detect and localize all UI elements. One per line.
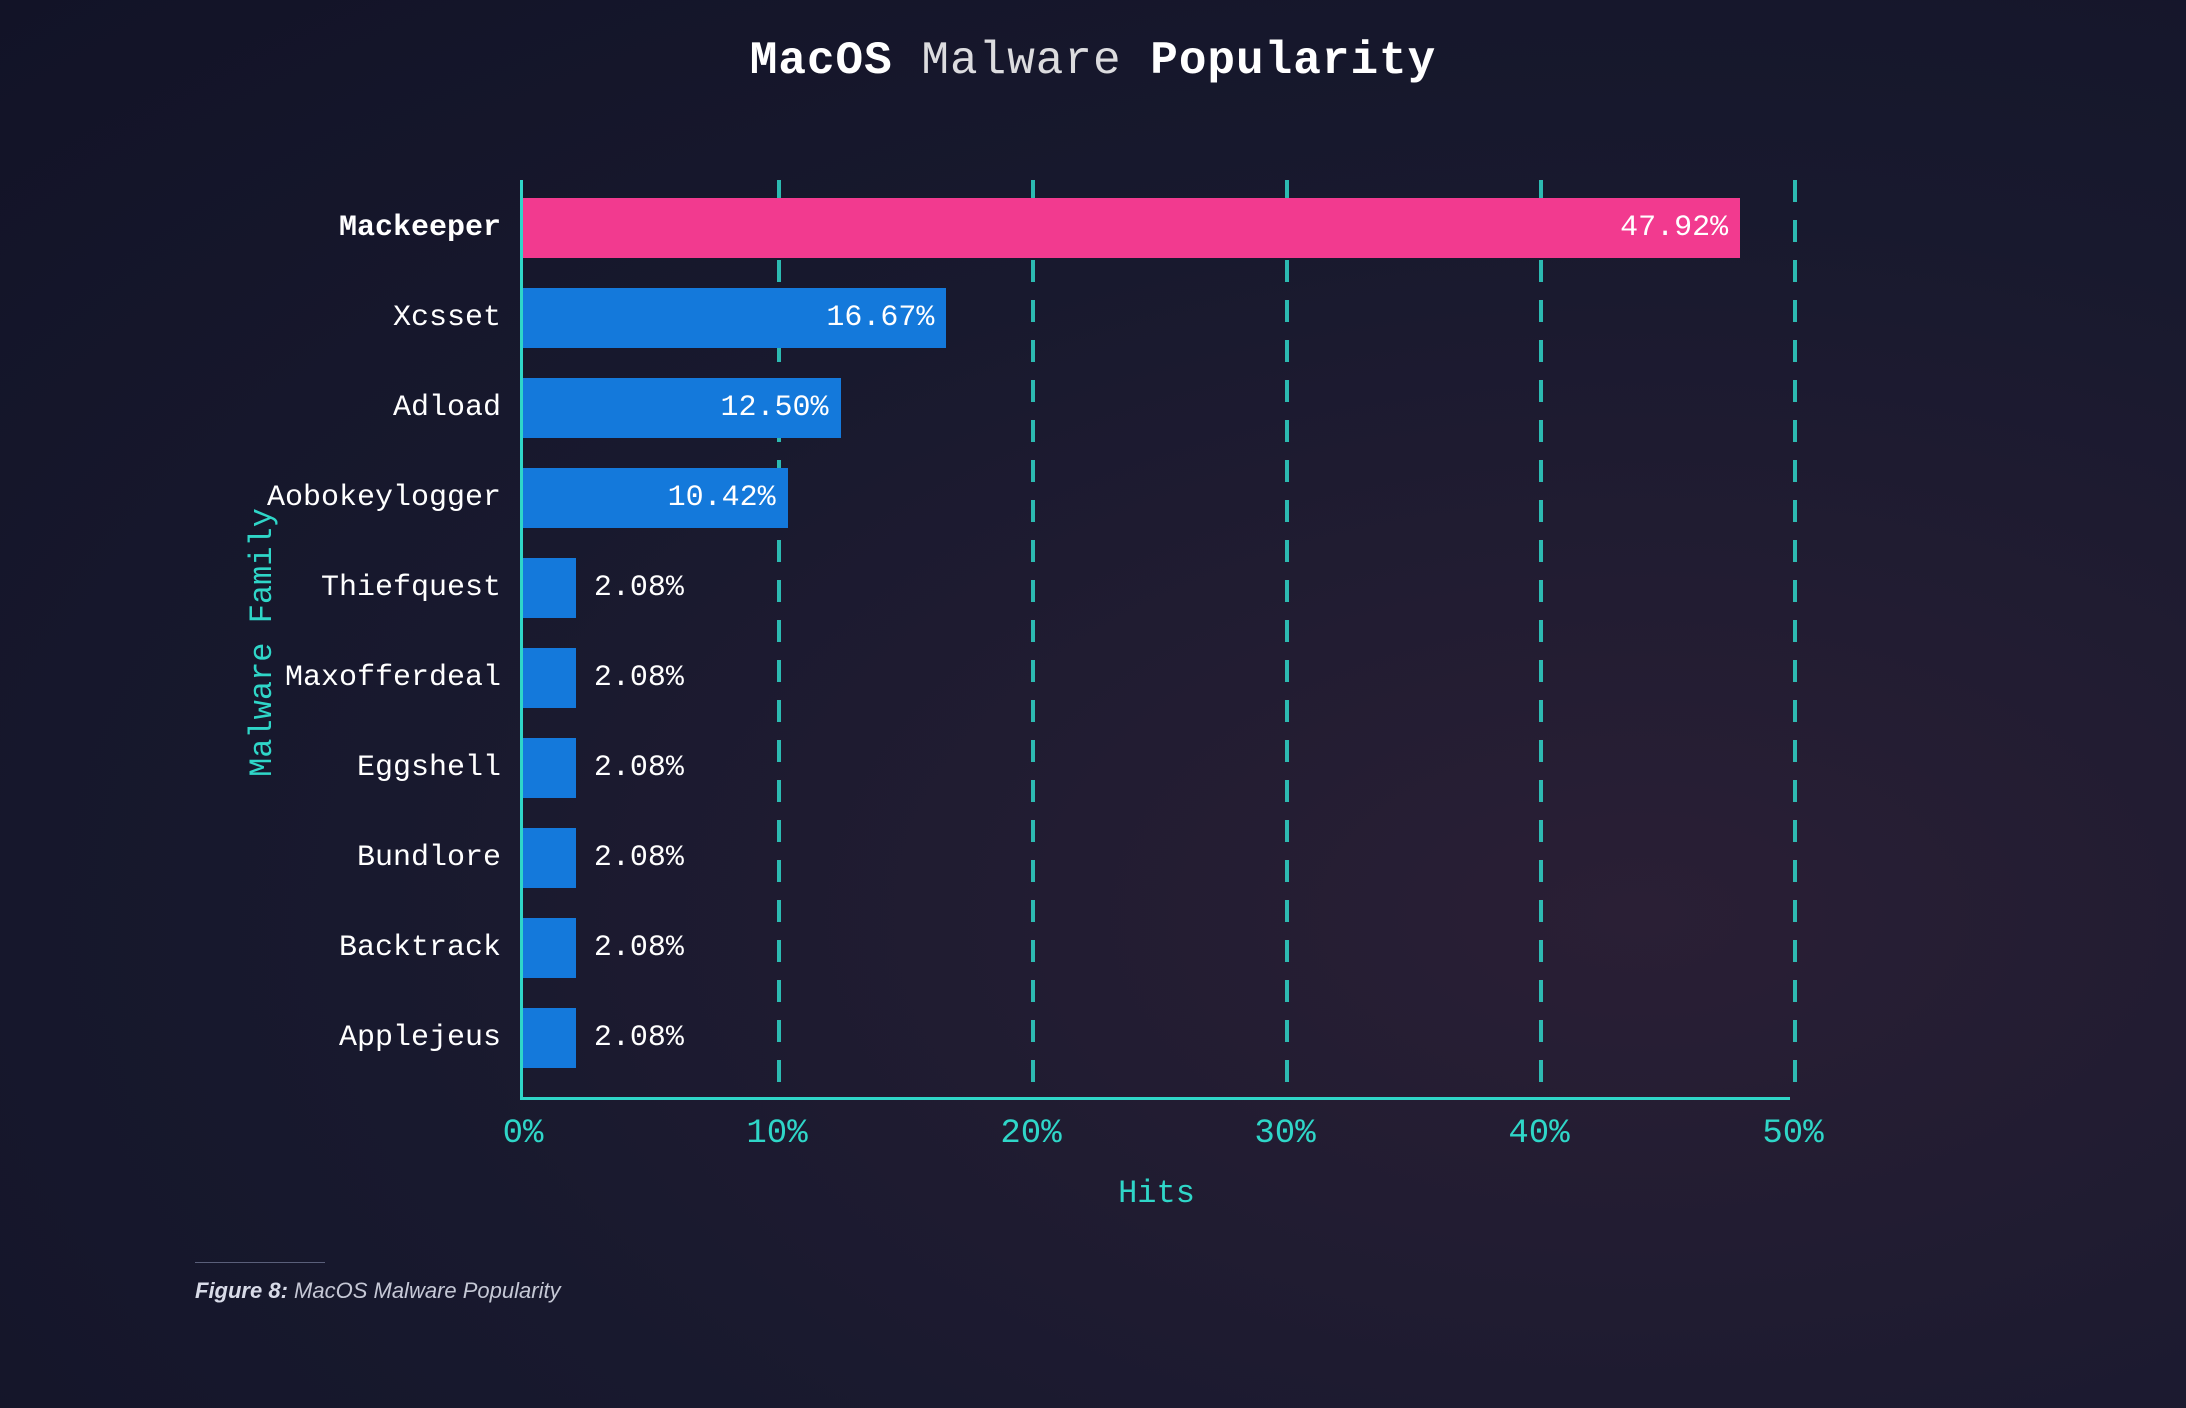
bar-value-label: 47.92% <box>1620 211 1728 245</box>
bar-value-label: 16.67% <box>826 301 934 335</box>
bar <box>523 738 576 798</box>
category-label: Backtrack <box>339 931 501 965</box>
bar <box>523 648 576 708</box>
chart-title: MacOS Malware Popularity <box>0 35 2186 87</box>
caption-rule <box>195 1262 325 1263</box>
bar-value-label: 2.08% <box>594 931 684 965</box>
bar-chart: 0%10%20%30%40%50%HitsMalware Family47.92… <box>520 180 1790 1100</box>
bar <box>523 918 576 978</box>
gridline <box>1793 180 1797 1097</box>
bar-row: 2.08%Maxofferdeal <box>523 648 684 708</box>
category-label: Applejeus <box>339 1021 501 1055</box>
bar-value-label: 2.08% <box>594 1021 684 1055</box>
bar-row: 47.92%Mackeeper <box>523 198 1740 258</box>
bar-row: 2.08%Thiefquest <box>523 558 684 618</box>
bar-row: 16.67%Xcsset <box>523 288 946 348</box>
bar-row: 10.42%Aobokeylogger <box>523 468 788 528</box>
bar: 12.50% <box>523 378 841 438</box>
x-tick-label: 10% <box>746 1115 807 1153</box>
bar-value-label: 2.08% <box>594 661 684 695</box>
category-label: Xcsset <box>393 301 501 335</box>
x-tick-label: 40% <box>1508 1115 1569 1153</box>
plot-area: 0%10%20%30%40%50%HitsMalware Family47.92… <box>520 180 1790 1100</box>
title-part-2: Malware <box>921 35 1121 87</box>
bar-row: 2.08%Backtrack <box>523 918 684 978</box>
category-label: Aobokeylogger <box>267 481 501 515</box>
bar-value-label: 10.42% <box>668 481 776 515</box>
figure-text: MacOS Malware Popularity <box>294 1278 561 1303</box>
title-part-3: Popularity <box>1150 35 1436 87</box>
x-tick-label: 50% <box>1762 1115 1823 1153</box>
bar-value-label: 2.08% <box>594 751 684 785</box>
bar: 47.92% <box>523 198 1740 258</box>
category-label: Maxofferdeal <box>285 661 501 695</box>
category-label: Thiefquest <box>321 571 501 605</box>
bar-value-label: 2.08% <box>594 841 684 875</box>
bar <box>523 558 576 618</box>
category-label: Bundlore <box>357 841 501 875</box>
gridline <box>1285 180 1289 1097</box>
gridline <box>1031 180 1035 1097</box>
figure-caption: Figure 8: MacOS Malware Popularity <box>195 1278 561 1304</box>
y-axis-title: Malware Family <box>244 508 281 777</box>
bar <box>523 828 576 888</box>
bar: 10.42% <box>523 468 788 528</box>
title-part-1: MacOS <box>750 35 893 87</box>
x-tick-label: 30% <box>1254 1115 1315 1153</box>
bar: 16.67% <box>523 288 946 348</box>
category-label: Eggshell <box>357 751 501 785</box>
bar-row: 2.08%Eggshell <box>523 738 684 798</box>
bar-value-label: 12.50% <box>720 391 828 425</box>
x-tick-label: 0% <box>503 1115 544 1153</box>
bar-value-label: 2.08% <box>594 571 684 605</box>
bar-row: 2.08%Bundlore <box>523 828 684 888</box>
x-axis-title: Hits <box>1118 1175 1195 1212</box>
bar <box>523 1008 576 1068</box>
gridline <box>1539 180 1543 1097</box>
bar-row: 2.08%Applejeus <box>523 1008 684 1068</box>
figure-number: Figure 8: <box>195 1278 288 1303</box>
x-tick-label: 20% <box>1000 1115 1061 1153</box>
category-label: Adload <box>393 391 501 425</box>
category-label: Mackeeper <box>339 211 501 245</box>
bar-row: 12.50%Adload <box>523 378 841 438</box>
